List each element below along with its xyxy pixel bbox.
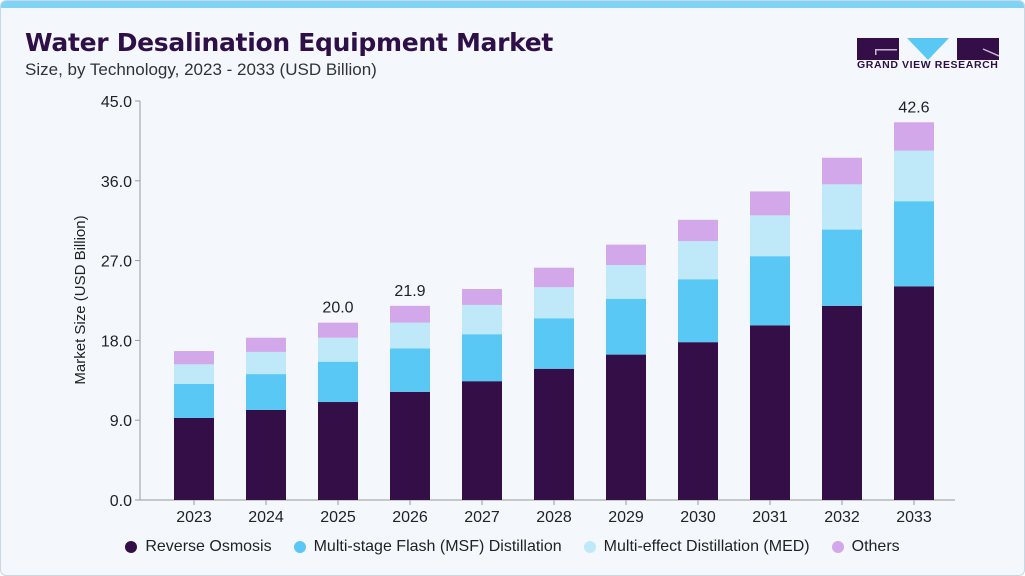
bar-segment-2033-1 <box>894 201 934 287</box>
bar-segment-2030-1 <box>678 279 718 343</box>
x-tick-label: 2026 <box>392 509 428 526</box>
bar-segment-2032-0 <box>822 305 862 500</box>
bar-segment-2023-3 <box>174 351 214 365</box>
x-tick-label: 2029 <box>608 509 644 526</box>
legend-swatch <box>125 541 138 553</box>
bar-segment-2023-2 <box>174 364 214 384</box>
bar-segment-2027-2 <box>462 304 502 335</box>
legend-label: Multi-effect Distillation (MED) <box>603 538 810 555</box>
bar-segment-2024-3 <box>246 337 286 352</box>
bar-segment-2031-3 <box>750 191 790 216</box>
x-tick-label: 2025 <box>320 509 356 526</box>
bar-segment-2023-0 <box>174 417 214 500</box>
bar-segment-2025-3 <box>318 322 358 338</box>
legend-label: Others <box>851 538 900 555</box>
legend-swatch <box>583 541 596 553</box>
bar-segment-2032-2 <box>822 184 862 230</box>
top-accent-bar <box>1 1 1024 8</box>
bar-segment-2029-3 <box>606 244 646 266</box>
legend-swatch <box>831 541 844 553</box>
bar-segment-2032-3 <box>822 157 862 185</box>
y-tick-label: 9.0 <box>110 413 132 430</box>
data-label: 42.6 <box>898 99 929 116</box>
bar-segment-2031-1 <box>750 256 790 326</box>
bar-segment-2031-2 <box>750 215 790 257</box>
x-tick-label: 2033 <box>896 509 932 526</box>
bar-segment-2031-0 <box>750 325 790 500</box>
x-tick-label: 2023 <box>176 509 212 526</box>
legend-item: Multi-stage Flash (MSF) Distillation <box>293 538 562 556</box>
x-tick-label: 2027 <box>464 509 500 526</box>
bar-segment-2028-3 <box>534 267 574 288</box>
bar-segment-2030-3 <box>678 219 718 242</box>
bar-segment-2026-2 <box>390 322 430 349</box>
bar-segment-2029-2 <box>606 265 646 299</box>
x-tick-label: 2028 <box>536 509 572 526</box>
bar-segment-2026-1 <box>390 348 430 392</box>
bar-segment-2027-3 <box>462 288 502 305</box>
bar-segment-2024-0 <box>246 410 286 500</box>
legend-swatch <box>293 541 306 553</box>
chart-subtitle: Size, by Technology, 2023 - 2033 (USD Bi… <box>25 60 377 79</box>
data-label: 21.9 <box>394 283 425 300</box>
legend-item: Others <box>831 538 900 556</box>
y-axis-label: Market Size (USD Billion) <box>72 215 89 384</box>
bar-segment-2026-3 <box>390 305 430 323</box>
bar-segment-2030-0 <box>678 342 718 500</box>
y-tick-label: 36.0 <box>101 174 132 191</box>
bar-segment-2029-0 <box>606 354 646 500</box>
bar-segment-2027-1 <box>462 334 502 382</box>
y-tick-label: 0.0 <box>110 493 132 510</box>
bar-segment-2025-0 <box>318 402 358 500</box>
x-tick-label: 2031 <box>752 509 788 526</box>
bar-segment-2025-1 <box>318 361 358 403</box>
x-tick-label: 2024 <box>248 509 284 526</box>
bar-segment-2028-0 <box>534 368 574 500</box>
bar-segment-2026-0 <box>390 391 430 500</box>
logo-text: GRAND VIEW RESEARCH <box>857 59 999 71</box>
data-label: 20.0 <box>322 300 353 317</box>
legend-item: Multi-effect Distillation (MED) <box>583 538 810 556</box>
x-tick-label: 2030 <box>680 509 716 526</box>
legend-label: Reverse Osmosis <box>145 538 272 555</box>
y-tick-label: 45.0 <box>101 94 132 111</box>
bar-segment-2027-0 <box>462 381 502 500</box>
bar-segment-2032-1 <box>822 229 862 306</box>
bar-segment-2033-0 <box>894 286 934 500</box>
legend-item: Reverse Osmosis <box>125 538 272 556</box>
bar-segment-2028-1 <box>534 318 574 369</box>
x-tick-label: 2032 <box>824 509 860 526</box>
chart-title: Water Desalination Equipment Market <box>25 28 554 57</box>
bar-segment-2025-2 <box>318 337 358 362</box>
bar-segment-2024-2 <box>246 351 286 375</box>
bar-segment-2029-1 <box>606 298 646 355</box>
y-tick-label: 27.0 <box>101 254 132 271</box>
legend-label: Multi-stage Flash (MSF) Distillation <box>313 538 562 555</box>
bar-segment-2033-3 <box>894 122 934 151</box>
bar-segment-2033-2 <box>894 150 934 202</box>
bar-segment-2024-1 <box>246 374 286 411</box>
bar-segment-2028-2 <box>534 287 574 319</box>
legend: Reverse Osmosis Multi-stage Flash (MSF) D… <box>0 538 1025 556</box>
bar-segment-2030-2 <box>678 241 718 280</box>
bar-segment-2023-1 <box>174 383 214 418</box>
y-tick-label: 18.0 <box>101 333 132 350</box>
grand-view-research-logo <box>857 38 999 60</box>
